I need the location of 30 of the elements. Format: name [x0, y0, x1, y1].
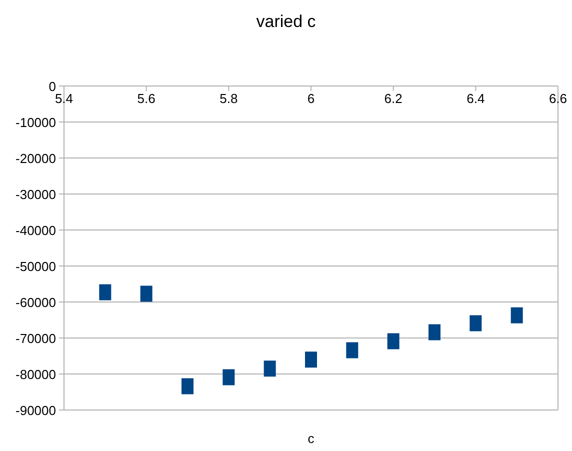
point — [222, 369, 235, 386]
y-tick-label: -90000 — [16, 403, 56, 418]
y-tick-label: -30000 — [16, 187, 56, 202]
point — [182, 378, 194, 394]
y-tick-label: -70000 — [16, 331, 56, 346]
point — [428, 324, 440, 340]
x-tick-label: 6.6 — [548, 91, 568, 106]
point — [387, 333, 400, 350]
point — [99, 284, 112, 300]
x-tick-label: 5.8 — [220, 91, 238, 106]
x-tick-label: 5.4 — [54, 91, 74, 106]
y-tick-label: -80000 — [16, 367, 56, 382]
x-tick-label: 6.2 — [384, 91, 402, 106]
point — [264, 360, 276, 377]
point — [346, 342, 358, 358]
x-tick-label: 6 — [307, 91, 315, 106]
point — [510, 307, 523, 324]
y-tick-label: -20000 — [16, 151, 56, 166]
y-tick-label: -40000 — [16, 223, 56, 238]
y-tick-label: 0 — [48, 79, 56, 94]
y-tick-label: -10000 — [16, 115, 56, 130]
chart-title: varied c — [256, 12, 316, 31]
x-tick-label: 5.6 — [137, 91, 156, 106]
point — [140, 286, 152, 302]
point — [305, 352, 317, 368]
x-tick-label: 6.4 — [466, 91, 485, 106]
point — [470, 315, 482, 332]
y-tick-label: -50000 — [16, 259, 56, 274]
x-axis-title: c — [308, 431, 315, 446]
y-tick-label: -60000 — [16, 295, 56, 310]
